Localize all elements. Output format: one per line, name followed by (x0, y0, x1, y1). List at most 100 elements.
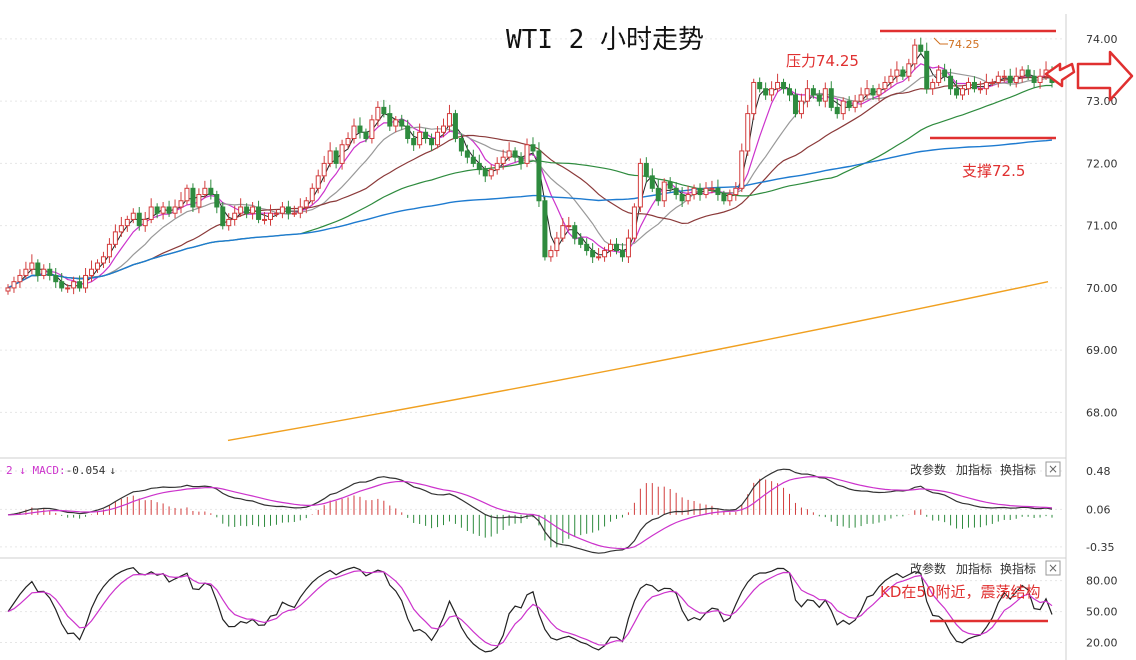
candle-body (697, 187, 703, 196)
candle-body (661, 181, 667, 202)
candle-body (244, 206, 250, 214)
candle-body (89, 268, 95, 276)
macd-change-params-button[interactable]: 改参数 (910, 462, 946, 477)
candle-body (190, 187, 196, 208)
candle-body (787, 88, 793, 96)
candle-body (894, 69, 900, 77)
candle-body (906, 63, 912, 77)
macd-close-icon: × (1048, 462, 1058, 476)
candle-body (160, 206, 166, 214)
kd-add-indicator-button[interactable]: 加指标 (956, 561, 992, 576)
kd-d-line (7, 570, 1053, 647)
candle-body (226, 218, 232, 227)
candle-body (333, 150, 339, 164)
candle-body (488, 169, 494, 177)
macd-switch-indicator-button[interactable]: 换指标 (1000, 462, 1036, 477)
candle-body (983, 81, 989, 90)
candle-body (667, 181, 673, 189)
candle-body (100, 256, 106, 264)
candle-body (256, 206, 262, 220)
price-tick-label: 71.00 (1086, 220, 1118, 233)
candle-body (936, 69, 942, 83)
ma-orange-line (227, 281, 1049, 442)
candle-body (918, 44, 924, 52)
candle-body (912, 44, 918, 65)
candle-body (65, 287, 71, 290)
candle-body (602, 250, 608, 258)
candle-body (631, 206, 637, 239)
candle-body (506, 150, 512, 158)
price-tick-label: 72.00 (1086, 157, 1118, 170)
macd-histogram (13, 478, 1053, 548)
candle-body (596, 256, 602, 259)
candle-body (590, 250, 596, 258)
candle-body (637, 162, 643, 208)
candle-body (118, 225, 124, 233)
candle-body (703, 187, 709, 196)
kd-switch-indicator-button[interactable]: 换指标 (1000, 561, 1036, 576)
candle-body (77, 281, 83, 289)
candle-body (769, 88, 775, 96)
support-label: 支撑72.5 (962, 162, 1025, 180)
candle-body (858, 94, 864, 102)
macd-close-button[interactable] (1045, 461, 1061, 477)
candle-body (136, 212, 142, 227)
kd-k-line (7, 566, 1053, 653)
candle-body (691, 187, 697, 196)
candle-body (798, 100, 804, 115)
candle-body (232, 212, 238, 220)
candle-body (816, 94, 822, 102)
kd-change-params-button[interactable]: 改参数 (910, 561, 946, 576)
macd-tick-label: 0.48 (1086, 465, 1111, 478)
candle-body (1013, 75, 1019, 83)
price-tick-label: 68.00 (1086, 406, 1118, 419)
candle-body (560, 225, 566, 239)
kd-tick-label: 20.00 (1086, 637, 1118, 650)
candle-body (482, 169, 488, 177)
candle-body (423, 131, 429, 140)
candle-body (578, 237, 584, 245)
ma-blue-line (7, 139, 1053, 289)
candle-body (512, 150, 518, 158)
candle-body (35, 262, 41, 276)
candle-body (679, 194, 685, 202)
kd-tick-label: 50.00 (1086, 606, 1118, 619)
candle-body (643, 162, 649, 177)
candle-body (250, 206, 256, 214)
macd-add-indicator-button[interactable]: 加指标 (956, 462, 992, 477)
candle-body (47, 268, 53, 276)
candle-body (29, 262, 35, 270)
candle-body (536, 150, 542, 202)
candle-body (864, 88, 870, 96)
candle-body (542, 200, 548, 258)
candle-body (846, 100, 852, 108)
candle-body (727, 194, 733, 202)
candle-body (5, 287, 11, 292)
candle-body (327, 150, 333, 164)
candle-body (214, 194, 220, 208)
candle-body (375, 106, 381, 121)
candle-body (494, 162, 500, 171)
kd-close-button[interactable] (1045, 560, 1061, 576)
candle-body (900, 69, 906, 77)
candle-body (196, 194, 202, 208)
candle-body (202, 187, 208, 196)
y-axis-ticks: 74.0073.0072.0071.0070.0069.0068.000.480… (1086, 33, 1118, 650)
candle-body (828, 88, 834, 108)
candle-body (411, 138, 417, 146)
candle-body (309, 187, 315, 202)
candle-body (41, 268, 47, 276)
price-tick-label: 74.00 (1086, 33, 1118, 46)
chart-title: WTI 2 小时走势 (506, 25, 704, 55)
candle-body (267, 212, 273, 220)
candle-body (279, 206, 285, 214)
candle-body (971, 81, 977, 90)
candle-body (834, 106, 840, 115)
candle-body (673, 187, 679, 196)
candle-body (954, 88, 960, 96)
candle-body (291, 212, 297, 215)
candle-body (685, 194, 691, 202)
arrow-right-icon (1044, 50, 1134, 102)
